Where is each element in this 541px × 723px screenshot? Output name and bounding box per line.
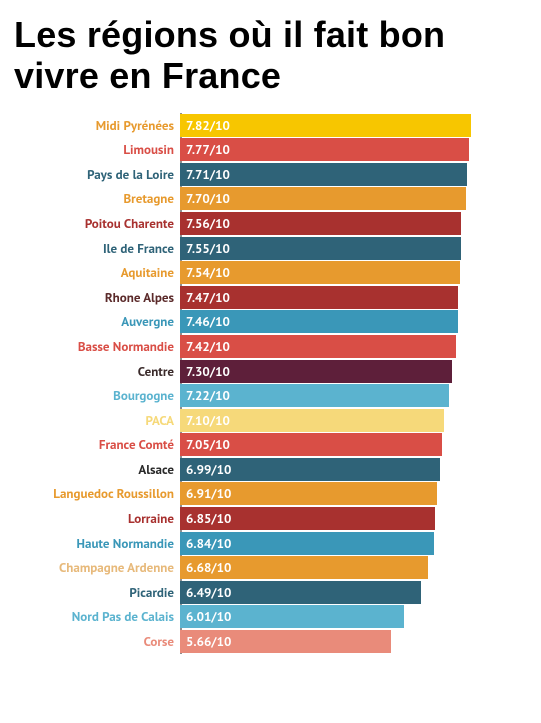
bar-row: Lorraine6.85/10 (180, 506, 531, 531)
bar: 7.47/10 (180, 286, 458, 309)
bar: 7.30/10 (180, 360, 452, 383)
bar-row: Aquitaine7.54/10 (180, 260, 531, 285)
bar-value: 7.30/10 (186, 363, 230, 380)
region-label: Bourgogne (113, 387, 174, 404)
bar: 5.66/10 (180, 630, 391, 653)
bar: 7.56/10 (180, 212, 461, 235)
bar: 6.85/10 (180, 507, 435, 530)
region-label: Lorraine (128, 510, 174, 527)
region-label: Auvergne (121, 313, 174, 330)
bar-value: 6.68/10 (186, 559, 231, 576)
bar-row: Centre7.30/10 (180, 359, 531, 384)
bar: 7.77/10 (180, 138, 469, 161)
bar: 6.49/10 (180, 581, 421, 604)
bar-row: Poitou Charente7.56/10 (180, 211, 531, 236)
bar-value: 7.54/10 (186, 264, 230, 281)
bar: 6.01/10 (180, 605, 404, 628)
bar-value: 7.05/10 (186, 436, 230, 453)
bar-row: Bourgogne7.22/10 (180, 383, 531, 408)
bar: 7.05/10 (180, 433, 442, 456)
region-label: Champagne Ardenne (59, 559, 174, 576)
bar: 7.22/10 (180, 384, 449, 407)
bar: 6.84/10 (180, 532, 434, 555)
bar: 6.99/10 (180, 458, 440, 481)
bar: 6.91/10 (180, 482, 437, 505)
bar-row: Champagne Ardenne6.68/10 (180, 555, 531, 580)
region-label: Ile de France (103, 240, 174, 257)
region-label: Basse Normandie (78, 338, 174, 355)
bar-value: 7.70/10 (186, 190, 230, 207)
region-label: Bretagne (124, 190, 175, 207)
bar-value: 6.85/10 (186, 510, 231, 527)
bar-value: 7.77/10 (186, 141, 230, 158)
bar-row: Midi Pyrénées7.82/10 (180, 113, 531, 138)
region-label: Centre (138, 363, 174, 380)
bar-value: 7.10/10 (186, 412, 230, 429)
bar-row: PACA7.10/10 (180, 408, 531, 433)
bar: 7.82/10 (180, 114, 471, 137)
bar: 7.54/10 (180, 261, 460, 284)
bar: 7.46/10 (180, 310, 458, 333)
bar-row: Basse Normandie7.42/10 (180, 334, 531, 359)
regions-bar-chart: Midi Pyrénées7.82/10Limousin7.77/10Pays … (0, 113, 541, 654)
region-label: Aquitaine (121, 264, 174, 281)
bar-row: Picardie6.49/10 (180, 580, 531, 605)
bar-value: 6.01/10 (186, 608, 231, 625)
bar-value: 7.71/10 (186, 166, 230, 183)
bar-value: 7.55/10 (186, 240, 230, 257)
bar-value: 7.22/10 (186, 387, 230, 404)
bar: 7.42/10 (180, 335, 456, 358)
bar-row: Nord Pas de Calais6.01/10 (180, 605, 531, 630)
region-label: France Comté (99, 436, 174, 453)
region-label: Limousin (123, 141, 174, 158)
region-label: Picardie (129, 584, 174, 601)
bar-row: Haute Normandie6.84/10 (180, 531, 531, 556)
bar-value: 7.56/10 (186, 215, 230, 232)
bar-row: Auvergne7.46/10 (180, 310, 531, 335)
bar: 7.71/10 (180, 163, 467, 186)
bar-value: 7.47/10 (186, 289, 230, 306)
region-label: Midi Pyrénées (96, 117, 174, 134)
bar-row: Limousin7.77/10 (180, 137, 531, 162)
bar-row: Bretagne7.70/10 (180, 187, 531, 212)
bar-value: 7.42/10 (186, 338, 230, 355)
bar-row: France Comté7.05/10 (180, 433, 531, 458)
region-label: Rhone Alpes (105, 289, 174, 306)
bar: 7.70/10 (180, 187, 466, 210)
page-title: Les régions où il fait bon vivre en Fran… (0, 0, 541, 103)
bar-row: Ile de France7.55/10 (180, 236, 531, 261)
region-label: Poitou Charente (85, 215, 174, 232)
bar-row: Languedoc Roussillon6.91/10 (180, 482, 531, 507)
region-label: PACA (146, 412, 174, 429)
bar: 7.55/10 (180, 237, 461, 260)
bar-value: 6.91/10 (186, 485, 231, 502)
bar-value: 7.82/10 (186, 117, 230, 134)
bar-value: 6.84/10 (186, 535, 231, 552)
region-label: Alsace (138, 461, 174, 478)
bar-row: Corse5.66/10 (180, 629, 531, 654)
region-label: Haute Normandie (77, 535, 174, 552)
region-label: Pays de la Loire (87, 166, 174, 183)
bar: 6.68/10 (180, 556, 428, 579)
bar-value: 6.49/10 (186, 584, 231, 601)
bar-row: Pays de la Loire7.71/10 (180, 162, 531, 187)
region-label: Languedoc Roussillon (53, 485, 174, 502)
bar: 7.10/10 (180, 409, 444, 432)
region-label: Corse (144, 633, 174, 650)
bar-value: 6.99/10 (186, 461, 231, 478)
bar-row: Rhone Alpes7.47/10 (180, 285, 531, 310)
bar-row: Alsace6.99/10 (180, 457, 531, 482)
bar-value: 5.66/10 (186, 633, 231, 650)
region-label: Nord Pas de Calais (72, 608, 174, 625)
bar-value: 7.46/10 (186, 313, 230, 330)
